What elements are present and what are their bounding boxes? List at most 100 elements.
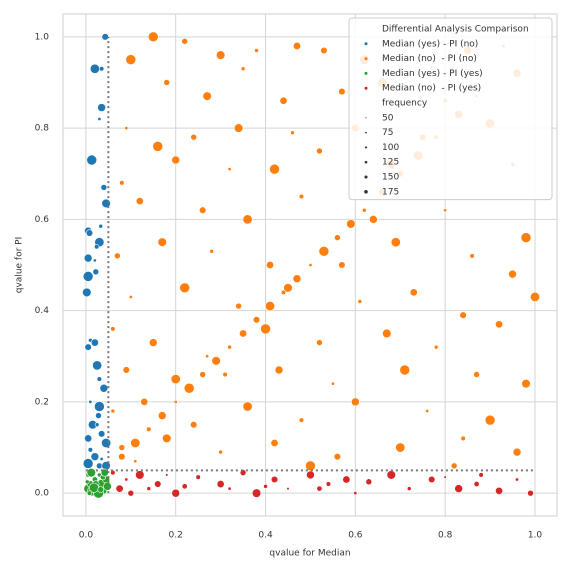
point bbox=[84, 434, 93, 443]
point bbox=[443, 475, 447, 479]
point bbox=[162, 433, 172, 444]
point bbox=[114, 252, 121, 260]
point bbox=[92, 268, 100, 276]
point bbox=[90, 338, 99, 347]
y-tick-label: 0.4 bbox=[35, 306, 50, 316]
point bbox=[82, 458, 94, 469]
point bbox=[181, 483, 188, 490]
legend-label: Median (no) - PI (no) bbox=[382, 54, 477, 64]
point bbox=[110, 326, 116, 332]
point bbox=[171, 155, 181, 165]
legend-marker bbox=[364, 42, 368, 46]
point bbox=[195, 474, 201, 480]
point bbox=[97, 486, 105, 493]
legend-size-label: 50 bbox=[382, 113, 394, 123]
point bbox=[263, 484, 268, 489]
point bbox=[97, 116, 102, 121]
x-tick-label: 1.0 bbox=[528, 531, 543, 541]
point bbox=[235, 302, 242, 310]
point bbox=[495, 320, 504, 329]
point bbox=[274, 365, 284, 375]
point bbox=[222, 371, 228, 378]
point bbox=[433, 344, 439, 350]
point bbox=[529, 291, 540, 302]
point bbox=[316, 147, 323, 155]
y-tick-label: 0.2 bbox=[35, 397, 49, 407]
point bbox=[115, 484, 124, 493]
point bbox=[325, 481, 332, 487]
point bbox=[292, 274, 302, 284]
point bbox=[92, 258, 97, 263]
y-tick-label: 1.0 bbox=[35, 32, 50, 42]
legend-size-marker bbox=[364, 175, 368, 179]
point bbox=[97, 103, 106, 112]
point bbox=[320, 46, 328, 55]
point bbox=[227, 486, 232, 491]
point bbox=[157, 411, 167, 420]
point bbox=[94, 401, 105, 412]
point bbox=[240, 66, 246, 72]
legend-size-marker bbox=[365, 117, 367, 119]
point bbox=[305, 460, 316, 472]
point bbox=[124, 477, 129, 482]
y-axis-label: qvalue for PI bbox=[15, 237, 25, 293]
point bbox=[215, 50, 226, 60]
legend-size-label: 150 bbox=[382, 173, 399, 183]
point bbox=[152, 141, 164, 152]
point bbox=[88, 399, 93, 404]
point bbox=[443, 208, 448, 213]
point bbox=[298, 193, 305, 200]
point bbox=[316, 339, 323, 346]
point bbox=[338, 87, 346, 96]
point bbox=[209, 249, 214, 254]
point bbox=[298, 417, 305, 423]
point bbox=[399, 364, 411, 376]
legend-label: Median (yes) - PI (no) bbox=[382, 39, 478, 49]
point bbox=[86, 154, 98, 166]
point bbox=[157, 237, 167, 247]
legend-size-marker bbox=[365, 131, 367, 134]
point bbox=[179, 282, 191, 294]
x-tick-label: 0.6 bbox=[348, 531, 363, 541]
point bbox=[270, 475, 279, 484]
point bbox=[242, 401, 253, 412]
point bbox=[127, 489, 135, 497]
point bbox=[227, 344, 232, 350]
point bbox=[86, 467, 96, 478]
point bbox=[92, 360, 103, 371]
legend-size-label: 75 bbox=[382, 128, 393, 138]
point bbox=[260, 323, 271, 335]
legend-marker bbox=[364, 71, 368, 75]
point bbox=[425, 409, 430, 414]
point bbox=[362, 207, 367, 213]
point bbox=[368, 215, 378, 224]
point bbox=[459, 311, 467, 319]
point bbox=[316, 485, 323, 492]
point bbox=[85, 229, 94, 237]
legend-label: Median (no) - PI (yes) bbox=[382, 84, 481, 94]
point bbox=[100, 184, 108, 191]
point bbox=[170, 374, 181, 385]
point bbox=[96, 376, 103, 382]
point bbox=[409, 288, 418, 297]
point bbox=[95, 412, 102, 419]
point bbox=[205, 354, 210, 359]
y-tick-label: 0.0 bbox=[35, 489, 50, 499]
point bbox=[190, 421, 198, 429]
point bbox=[154, 480, 162, 488]
point bbox=[512, 447, 522, 457]
point bbox=[118, 444, 126, 451]
legend-subtitle: frequency bbox=[382, 99, 428, 109]
point bbox=[280, 289, 287, 296]
point bbox=[527, 489, 534, 497]
point bbox=[211, 356, 221, 366]
point bbox=[306, 470, 315, 480]
point bbox=[338, 261, 346, 269]
legend-label: Median (yes) - PI (yes) bbox=[382, 69, 483, 79]
legend-box bbox=[348, 17, 553, 201]
point bbox=[94, 422, 100, 428]
point bbox=[130, 437, 141, 448]
point bbox=[94, 244, 100, 250]
point bbox=[290, 130, 295, 135]
point bbox=[353, 491, 358, 496]
